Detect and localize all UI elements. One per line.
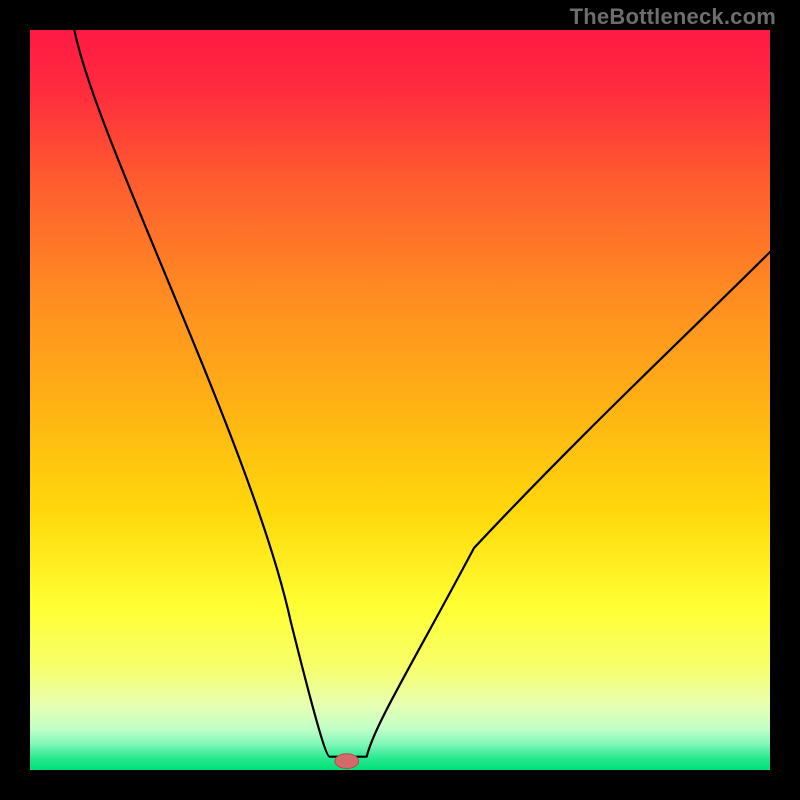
gradient-background <box>30 30 770 770</box>
minimum-marker <box>335 754 359 769</box>
plot-area <box>30 30 770 770</box>
bottleneck-chart <box>30 30 770 770</box>
watermark-text: TheBottleneck.com <box>570 4 776 30</box>
chart-frame: TheBottleneck.com <box>0 0 800 800</box>
